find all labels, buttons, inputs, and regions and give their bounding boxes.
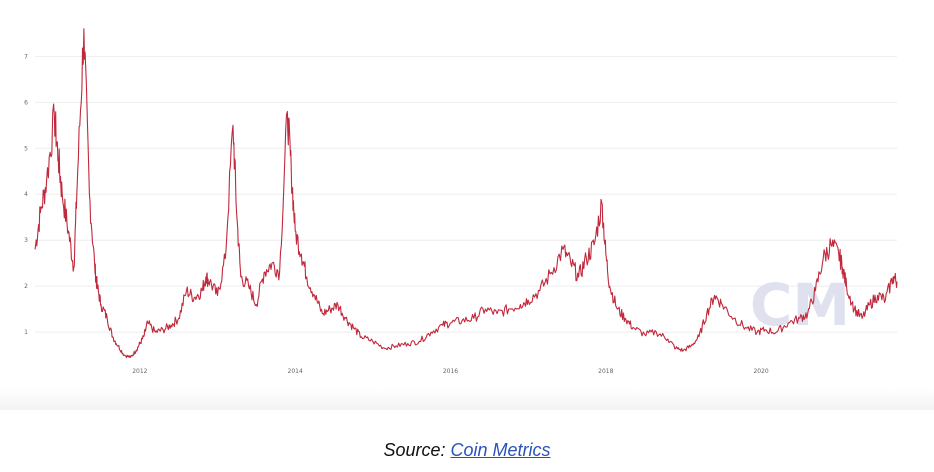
y-tick-label: 1	[24, 329, 28, 336]
y-tick-label: 5	[24, 145, 28, 152]
chart-card: 1 2 3 4 5 6 7 2012 2014 2016 2018 2020 CM	[0, 28, 934, 410]
y-tick-label: 6	[24, 99, 28, 106]
x-axis-ticks: 2012 2014 2016 2018 2020	[132, 368, 769, 375]
y-tick-label: 2	[24, 283, 28, 290]
line-chart: 1 2 3 4 5 6 7 2012 2014 2016 2018 2020 CM	[24, 28, 898, 375]
x-tick-label: 2020	[753, 368, 768, 375]
y-tick-label: 7	[24, 53, 28, 60]
chart-footer-band	[0, 388, 934, 410]
source-caption: Source: Coin Metrics	[0, 440, 934, 461]
x-tick-label: 2016	[443, 368, 458, 375]
series-line	[34, 28, 898, 359]
watermark-logo: CM	[750, 271, 850, 339]
y-tick-label: 4	[24, 191, 28, 198]
x-tick-label: 2018	[598, 368, 613, 375]
y-axis-ticks: 1 2 3 4 5 6 7	[24, 53, 28, 336]
x-tick-label: 2012	[132, 368, 147, 375]
source-prefix: Source:	[383, 440, 451, 460]
source-link[interactable]: Coin Metrics	[450, 440, 551, 460]
grid-layer	[35, 55, 897, 333]
x-tick-label: 2014	[288, 368, 303, 375]
y-tick-label: 3	[24, 237, 28, 244]
